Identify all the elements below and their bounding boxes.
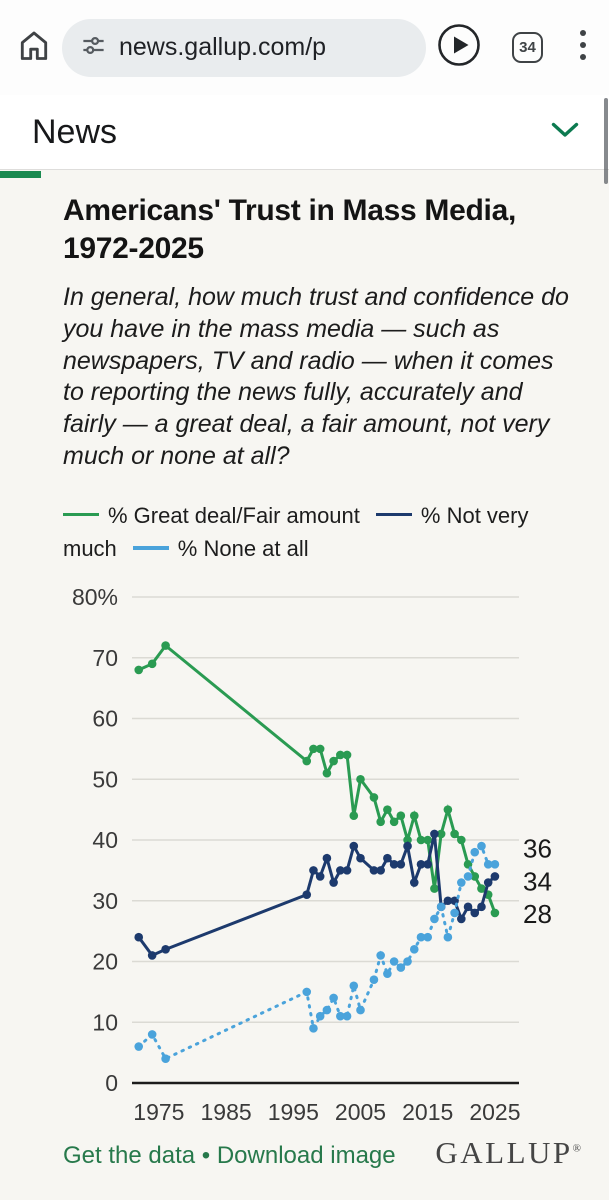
svg-text:40: 40 — [92, 827, 118, 853]
svg-text:2005: 2005 — [335, 1099, 386, 1125]
legend-label: % Great deal/Fair amount — [108, 502, 360, 528]
svg-text:30: 30 — [92, 887, 118, 913]
svg-text:70: 70 — [92, 644, 118, 670]
page-title: Americans' Trust in Mass Media, 1972-202… — [63, 194, 516, 266]
home-button[interactable] — [12, 26, 56, 70]
svg-text:34: 34 — [523, 866, 552, 896]
bullet-separator: • — [201, 1141, 211, 1169]
svg-text:2025: 2025 — [469, 1099, 520, 1125]
legend-item-not-very-much: % Not very much — [63, 503, 529, 561]
svg-text:2015: 2015 — [402, 1099, 453, 1125]
registered-mark: ® — [572, 1142, 581, 1155]
kebab-menu-icon — [576, 25, 590, 70]
legend-item-none-at-all: % None at all — [132, 535, 309, 561]
gallup-logo: GALLUP® — [435, 1134, 581, 1170]
svg-text:60: 60 — [92, 705, 118, 731]
browser-menu-button[interactable] — [573, 26, 593, 70]
scrollbar-thumb[interactable] — [604, 98, 608, 184]
svg-text:10: 10 — [92, 1009, 118, 1035]
svg-text:50: 50 — [92, 766, 118, 792]
play-icon — [436, 22, 482, 73]
svg-text:28: 28 — [523, 899, 552, 929]
play-button[interactable] — [436, 22, 482, 73]
article-body: Americans' Trust in Mass Media, 1972-202… — [0, 170, 609, 1200]
line-chart-svg: 80% 70 60 50 40 30 20 10 0 1975 1985 1995 2005 2015 20… — [72, 584, 552, 1125]
site-settings-icon[interactable] — [80, 32, 107, 64]
home-icon — [16, 27, 52, 68]
svg-text:36: 36 — [523, 833, 552, 863]
news-nav-dropdown[interactable]: News — [0, 95, 609, 170]
tab-count: 34 — [519, 39, 536, 56]
legend-swatch-blue-dotted — [132, 545, 169, 550]
svg-text:1995: 1995 — [268, 1099, 319, 1125]
legend-label: % None at all — [177, 535, 309, 561]
svg-text:0: 0 — [105, 1070, 118, 1096]
legend-label: % Not very much — [63, 502, 529, 561]
browser-toolbar: news.gallup.com/p 34 — [0, 0, 609, 95]
legend-item-great-deal: % Great deal/Fair amount — [63, 503, 360, 528]
url-bar[interactable]: news.gallup.com/p — [62, 18, 426, 77]
download-image-link[interactable]: Download image — [216, 1141, 396, 1169]
get-the-data-link[interactable]: Get the data — [63, 1141, 196, 1169]
tab-switcher-button[interactable]: 34 — [512, 32, 543, 63]
trend-chart: 80% 70 60 50 40 30 20 10 0 1975 1985 1995 2005 2015 20… — [20, 573, 591, 1133]
survey-question: In general, how much trust and confidenc… — [63, 283, 569, 470]
chart-footer: Get the data • Download image GALLUP® — [63, 1135, 581, 1171]
chart-legend: % Great deal/Fair amount% Not very much%… — [63, 499, 563, 565]
svg-text:80%: 80% — [72, 584, 118, 610]
nav-title: News — [32, 112, 118, 151]
svg-text:20: 20 — [92, 948, 118, 974]
svg-text:1985: 1985 — [201, 1099, 252, 1125]
svg-text:1975: 1975 — [133, 1099, 184, 1125]
legend-swatch-green — [63, 513, 99, 517]
reading-progress-bar — [0, 171, 41, 178]
url-text: news.gallup.com/p — [119, 33, 327, 61]
legend-swatch-navy — [375, 513, 412, 517]
chevron-down-icon[interactable] — [551, 122, 579, 143]
